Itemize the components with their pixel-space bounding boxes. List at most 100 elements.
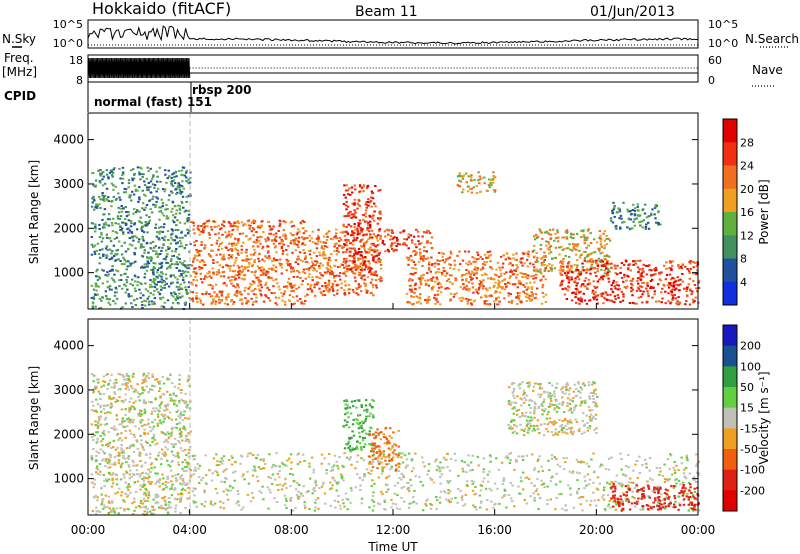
data-cell (429, 278, 432, 281)
data-cell (407, 506, 411, 509)
data-cell (94, 223, 97, 226)
data-cell (152, 174, 155, 177)
data-cell (121, 462, 124, 465)
data-cell (165, 181, 168, 184)
data-cell (206, 220, 209, 223)
data-cell (364, 220, 367, 223)
data-cell (609, 217, 613, 220)
data-cell (494, 299, 498, 302)
data-cell (126, 228, 129, 231)
data-cell (162, 409, 166, 412)
data-cell (117, 451, 121, 454)
data-cell (511, 283, 515, 286)
data-cell (196, 249, 199, 252)
data-cell (113, 391, 116, 394)
data-cell (332, 277, 336, 279)
data-cell (154, 283, 157, 286)
data-cell (237, 222, 241, 225)
data-cell (695, 471, 699, 474)
data-cell (293, 238, 297, 241)
data-cell (173, 176, 176, 178)
data-cell (393, 241, 397, 244)
data-cell (102, 408, 106, 411)
data-cell (347, 268, 351, 271)
data-cell (575, 301, 578, 304)
data-cell (490, 184, 493, 187)
power-heatmap (90, 166, 701, 310)
data-cell (423, 246, 426, 249)
data-cell (348, 288, 351, 291)
data-cell (161, 497, 164, 499)
data-cell (677, 264, 680, 266)
data-cell (95, 206, 99, 209)
data-cell (610, 456, 613, 459)
data-cell (492, 171, 495, 174)
data-cell (560, 280, 564, 283)
data-cell (670, 269, 673, 272)
data-cell (270, 268, 273, 270)
data-cell (423, 257, 426, 260)
data-cell (355, 292, 358, 295)
data-cell (171, 173, 174, 176)
data-cell (151, 198, 154, 201)
data-cell (211, 287, 214, 290)
cpid-label: CPID (4, 89, 36, 103)
data-cell (668, 273, 672, 276)
data-cell (534, 296, 537, 299)
data-cell (360, 269, 364, 272)
data-cell (109, 453, 112, 456)
data-cell (350, 213, 353, 216)
data-cell (175, 212, 178, 215)
data-cell (579, 299, 582, 302)
data-cell (654, 217, 657, 220)
data-cell (124, 408, 127, 411)
data-cell (472, 260, 475, 263)
data-cell (217, 296, 220, 299)
data-cell (137, 240, 140, 243)
data-cell (496, 261, 500, 264)
data-cell (574, 277, 577, 280)
data-cell (111, 397, 115, 400)
data-cell (357, 293, 360, 296)
data-cell (345, 260, 348, 263)
data-cell (468, 260, 471, 263)
data-cell (266, 286, 269, 289)
data-cell (154, 378, 157, 381)
data-cell (199, 230, 202, 233)
data-cell (496, 303, 499, 306)
data-cell (170, 434, 173, 437)
data-cell (454, 279, 457, 282)
data-cell (426, 241, 430, 244)
data-cell (272, 225, 275, 228)
colorbar-tick-label: 12 (740, 229, 754, 242)
data-cell (497, 303, 500, 306)
data-cell (368, 230, 371, 233)
data-cell (362, 218, 365, 221)
data-cell (232, 243, 236, 246)
data-cell (281, 240, 284, 243)
data-cell (153, 385, 156, 388)
data-cell (519, 271, 523, 274)
data-cell (633, 213, 637, 216)
data-cell (169, 465, 172, 468)
data-cell (215, 283, 218, 286)
data-cell (599, 240, 603, 243)
data-cell (675, 482, 678, 485)
data-cell (153, 466, 156, 469)
data-cell (492, 278, 495, 281)
data-cell (425, 250, 428, 253)
data-cell (139, 443, 143, 446)
data-cell (294, 237, 298, 240)
data-cell (692, 272, 695, 275)
data-cell (448, 274, 452, 277)
data-cell (338, 240, 341, 243)
data-cell (181, 270, 184, 273)
data-cell (351, 262, 355, 265)
data-cell (482, 287, 485, 290)
data-cell (372, 260, 376, 263)
data-cell (140, 413, 144, 416)
data-cell (162, 238, 165, 241)
data-cell (321, 294, 325, 297)
data-cell (182, 276, 185, 279)
data-cell (501, 262, 505, 265)
